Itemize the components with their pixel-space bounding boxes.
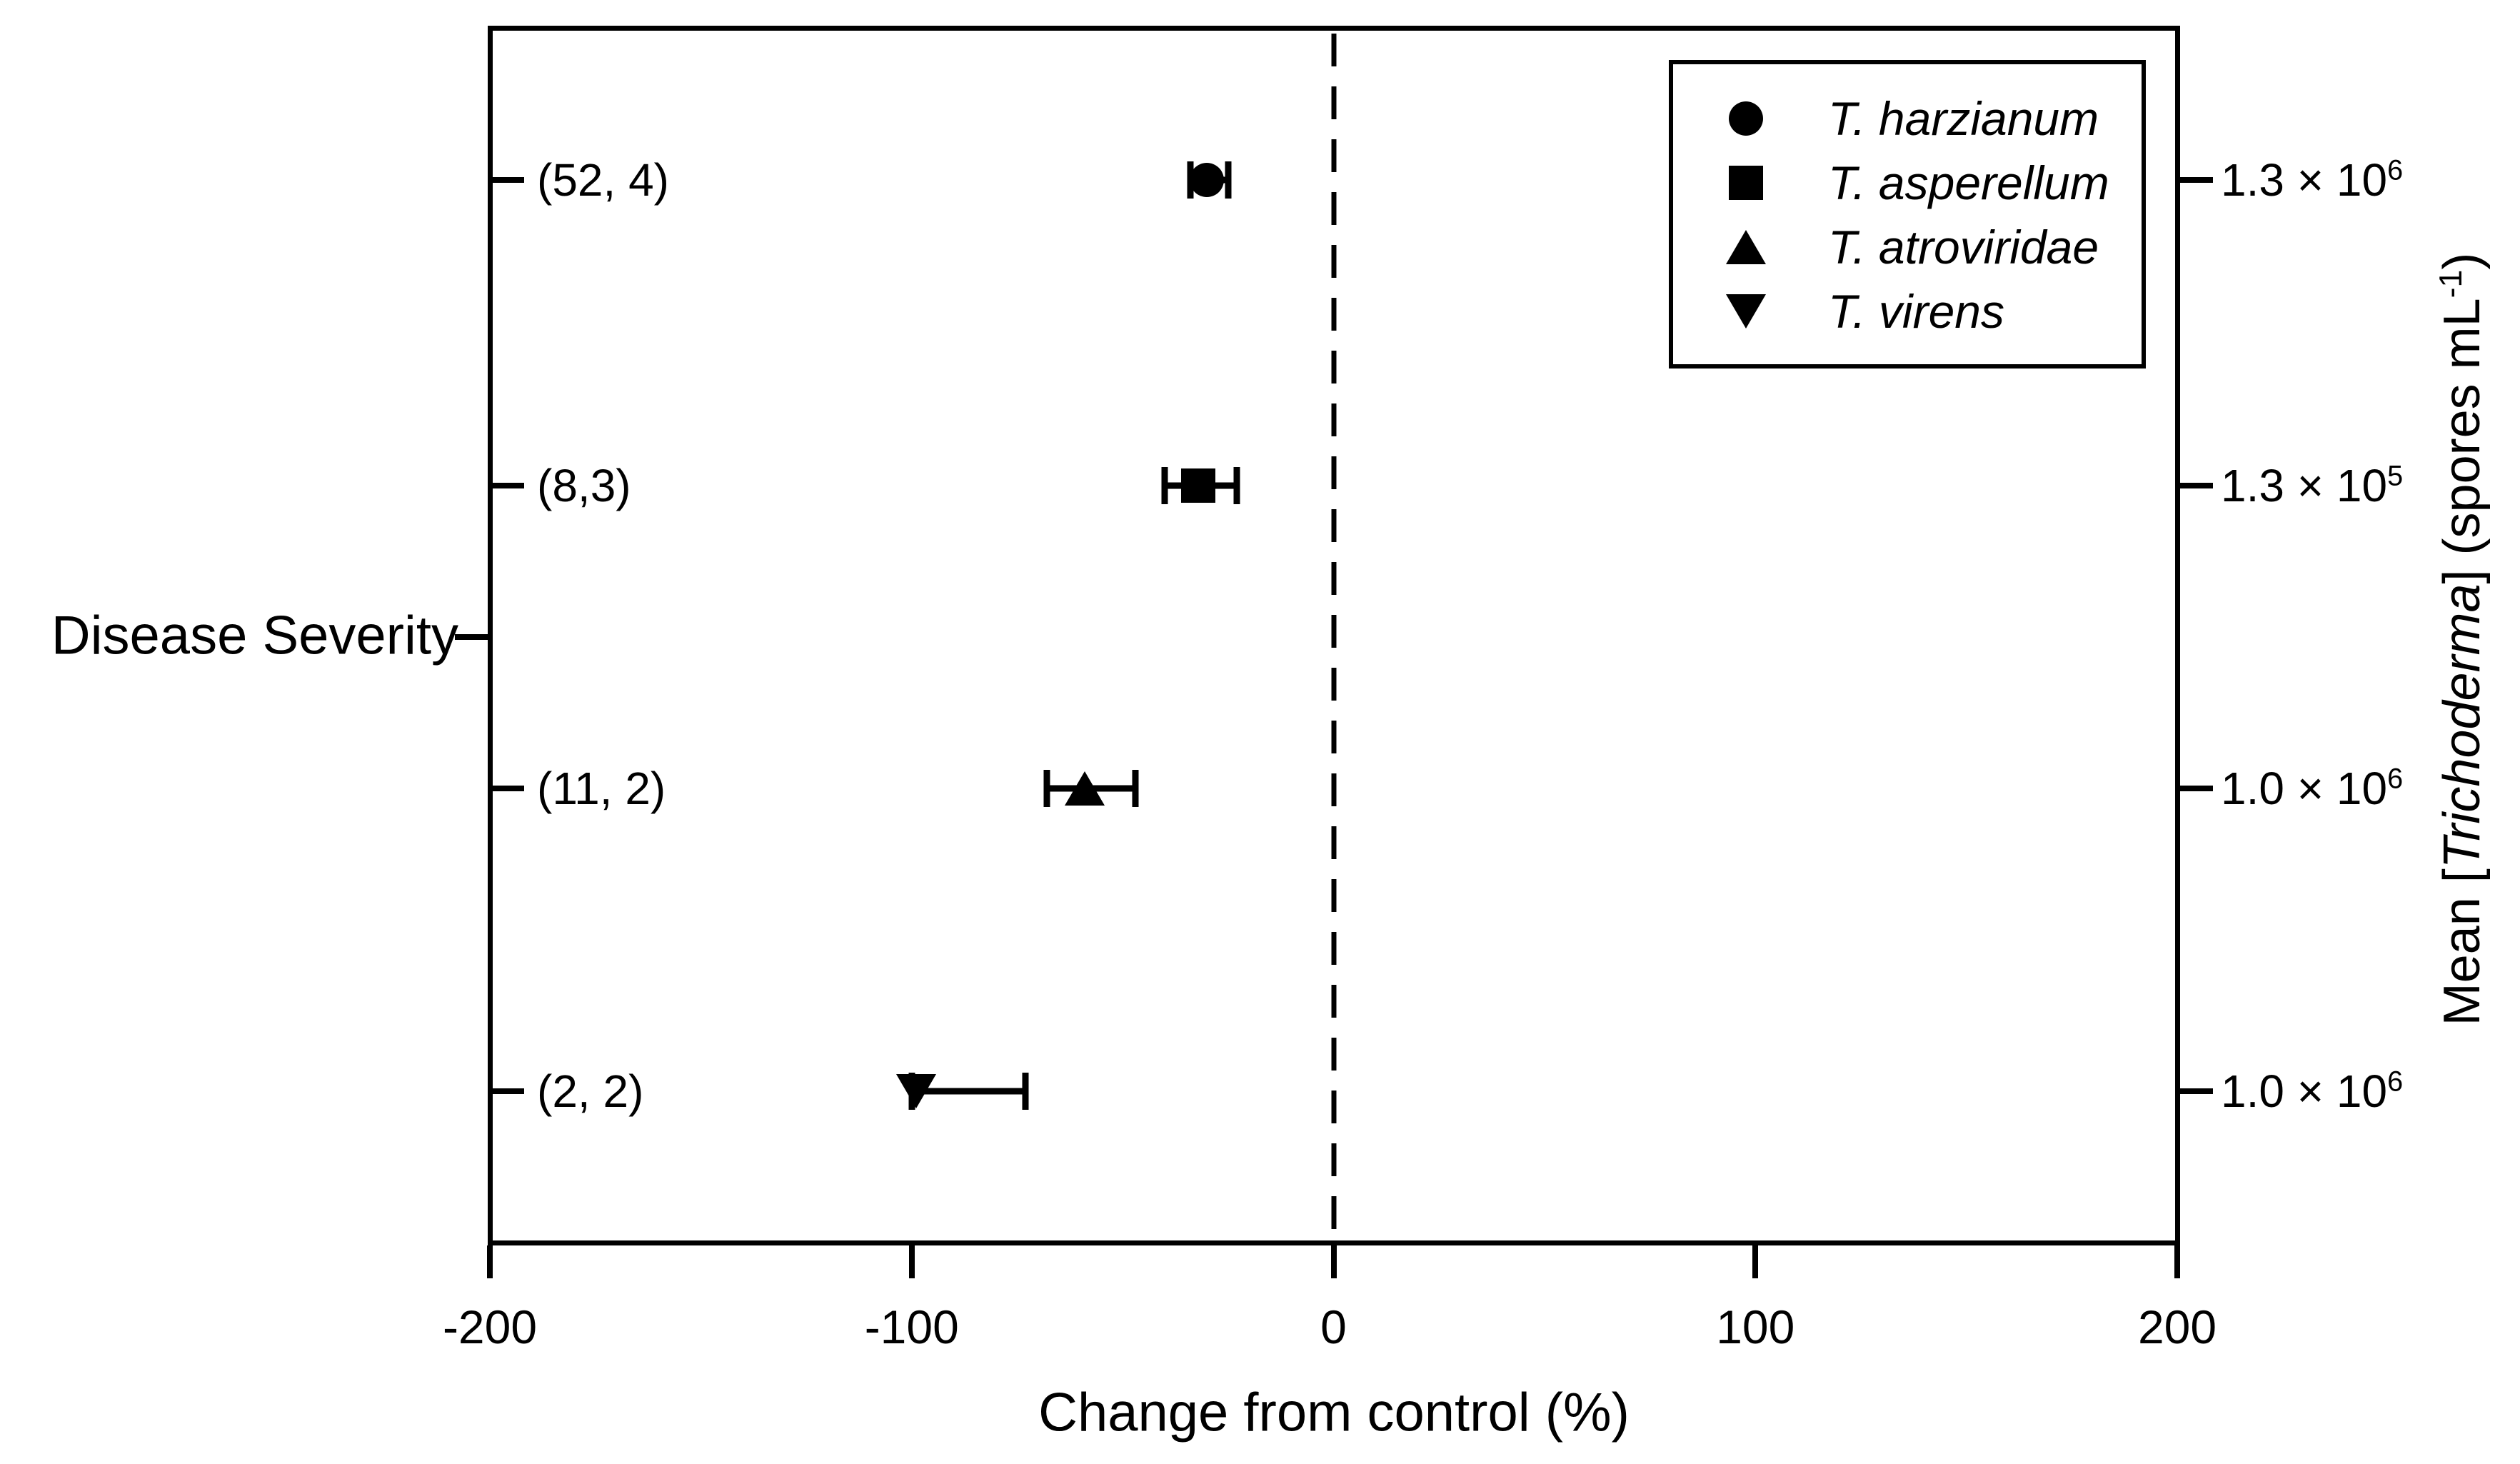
error-bar (911, 1088, 1026, 1095)
right-axis-title-exponent: -1 (2434, 269, 2469, 299)
left-axis-title: Disease Severity (51, 605, 458, 666)
zero-reference-line (1331, 34, 1336, 1240)
plot-frame (488, 26, 2180, 1245)
right-axis-tick (2180, 786, 2213, 791)
legend-label: T. asperellum (1828, 156, 2109, 209)
concentration-label: 1.0 × 106 (2221, 762, 2403, 815)
concentration-label: 1.3 × 105 (2221, 459, 2403, 512)
x-tick-label: -200 (442, 1300, 538, 1353)
concentration-base: 1.3 × 10 (2221, 154, 2388, 206)
right-axis-tick (2180, 483, 2213, 488)
x-axis-title: Change from control (%) (1038, 1382, 1630, 1443)
concentration-exponent: 5 (2387, 460, 2404, 492)
concentration-base: 1.0 × 10 (2221, 763, 2388, 814)
x-tick-label: -100 (864, 1300, 959, 1353)
x-axis-tick (2174, 1245, 2180, 1278)
left-axis-tick (493, 177, 524, 183)
x-axis-tick (1330, 1245, 1337, 1278)
error-bar-cap-right (1022, 1073, 1029, 1110)
left-axis-label-tick (455, 634, 488, 640)
marker-shape (1190, 163, 1225, 197)
x-axis-tick (487, 1245, 493, 1278)
left-axis-tick (493, 483, 524, 488)
right-axis-tick (2180, 1088, 2213, 1094)
concentration-base: 1.0 × 10 (2221, 1066, 2388, 1117)
concentration-exponent: 6 (2387, 763, 2404, 795)
x-tick-label: 0 (1320, 1300, 1347, 1353)
marker-shape (1181, 468, 1216, 503)
sample-size-label: (52, 4) (537, 154, 669, 206)
legend-label: T. virens (1828, 285, 2004, 338)
marker-shape (1726, 230, 1766, 264)
error-bar-cap-right (1225, 161, 1232, 199)
sample-size-label: (11, 2) (537, 763, 666, 814)
x-axis-tick (1752, 1245, 1759, 1278)
legend-label: T. atroviridae (1828, 221, 2099, 274)
concentration-exponent: 6 (2387, 1066, 2404, 1098)
sample-size-label: (8,3) (537, 460, 631, 511)
error-bar-cap-left (1043, 770, 1050, 807)
right-axis-title-genus: Trichoderma (2434, 583, 2491, 869)
concentration-label: 1.3 × 106 (2221, 154, 2403, 206)
concentration-base: 1.3 × 10 (2221, 460, 2388, 511)
right-axis-title-post: ) (2434, 252, 2491, 270)
x-axis-tick (908, 1245, 915, 1278)
right-axis-title: Mean [Trichoderma] (spores mL-1) (2433, 253, 2491, 1026)
marker-shape (1726, 294, 1766, 329)
concentration-label: 1.0 × 106 (2221, 1065, 2403, 1118)
right-axis-tick (2180, 177, 2213, 183)
left-axis-tick (493, 1088, 524, 1094)
error-bar-cap-right (1233, 467, 1240, 504)
left-axis-tick (493, 786, 524, 791)
marker-shape (1729, 166, 1763, 200)
x-tick-label: 100 (1716, 1300, 1795, 1353)
error-bar-cap-left (1161, 467, 1168, 504)
error-bar-cap-right (1132, 770, 1139, 807)
sample-size-label: (2, 2) (537, 1066, 644, 1117)
x-tick-label: 200 (2137, 1300, 2217, 1353)
marker-shape (1064, 771, 1105, 806)
right-axis-title-mid: ] (spores mL (2434, 298, 2491, 584)
marker-shape (1729, 101, 1763, 136)
right-axis-title-pre: Mean [ (2434, 868, 2491, 1026)
marker-shape (895, 1074, 936, 1108)
legend-label: T. harzianum (1828, 92, 2099, 145)
concentration-exponent: 6 (2387, 154, 2404, 186)
